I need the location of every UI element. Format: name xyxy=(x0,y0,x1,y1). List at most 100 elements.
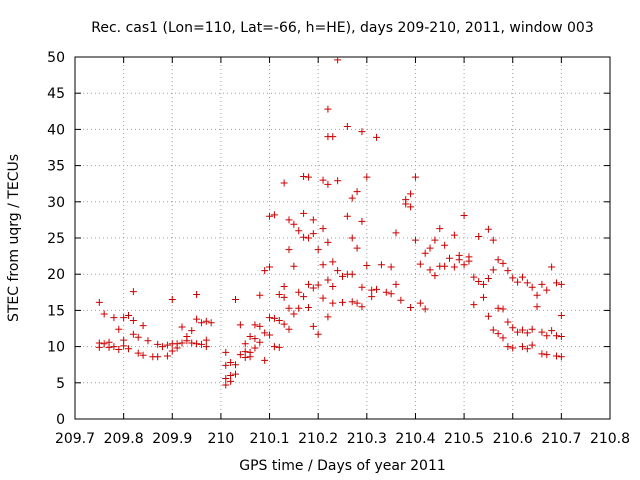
data-point xyxy=(261,329,269,337)
data-point xyxy=(548,327,556,335)
data-point xyxy=(154,353,162,361)
data-point xyxy=(120,314,128,322)
data-point xyxy=(266,212,274,220)
data-point xyxy=(329,283,337,291)
data-point xyxy=(392,280,400,288)
data-point xyxy=(275,317,283,325)
data-point xyxy=(348,234,356,242)
data-point xyxy=(334,56,342,64)
data-point xyxy=(251,321,259,329)
data-point xyxy=(353,244,361,252)
data-point xyxy=(426,266,434,274)
data-point xyxy=(134,349,142,357)
data-point xyxy=(553,352,560,360)
data-point xyxy=(193,290,201,298)
axis-ticks: 209.7 209.8 209.9 210 210.1 210.2 210.3 210.4 21… xyxy=(47,50,630,447)
data-point xyxy=(168,296,176,304)
data-point xyxy=(523,279,531,287)
data-point xyxy=(261,356,269,364)
data-point xyxy=(241,340,249,348)
data-point xyxy=(222,348,230,356)
data-point xyxy=(314,330,322,338)
data-point xyxy=(290,220,298,228)
data-point xyxy=(397,296,405,304)
data-point xyxy=(509,274,517,282)
data-point xyxy=(295,227,303,235)
data-point xyxy=(285,246,293,254)
data-point xyxy=(339,272,346,280)
data-point xyxy=(553,332,560,340)
data-point xyxy=(280,293,288,301)
data-point xyxy=(426,244,434,252)
data-point xyxy=(261,267,269,275)
data-point xyxy=(295,288,303,296)
data-point xyxy=(300,172,308,180)
data-point xyxy=(455,251,463,259)
data-point xyxy=(207,319,215,327)
data-point xyxy=(324,313,332,321)
data-point xyxy=(100,340,108,348)
data-point xyxy=(557,353,565,361)
y-tick-label: 40 xyxy=(47,122,65,138)
data-point xyxy=(441,241,449,249)
data-point xyxy=(353,299,361,307)
data-point xyxy=(251,335,259,343)
data-point xyxy=(139,322,147,330)
data-point xyxy=(227,359,235,367)
data-point xyxy=(509,344,517,352)
y-tick-label: 20 xyxy=(47,267,65,283)
x-tick-label: 210.5 xyxy=(444,431,484,447)
data-point xyxy=(202,317,210,325)
data-point xyxy=(494,330,502,338)
data-point xyxy=(416,260,424,268)
data-point xyxy=(382,288,390,296)
y-axis-label: STEC from uqrg / TECUs xyxy=(6,154,22,322)
data-point xyxy=(95,298,103,306)
data-point xyxy=(363,262,371,270)
data-point xyxy=(421,305,429,313)
data-point xyxy=(256,322,264,330)
data-point xyxy=(504,267,512,275)
data-point xyxy=(358,128,366,136)
y-tick-label: 35 xyxy=(47,159,65,175)
data-point xyxy=(285,325,293,333)
data-point xyxy=(484,225,492,233)
data-point xyxy=(348,270,356,278)
data-point xyxy=(222,374,230,382)
data-point xyxy=(290,262,298,270)
data-point xyxy=(329,133,337,141)
x-axis-label: GPS time / Days of year 2011 xyxy=(239,458,446,474)
data-point xyxy=(324,238,332,246)
data-point xyxy=(222,361,230,369)
data-point xyxy=(144,337,152,345)
data-point xyxy=(202,336,210,344)
data-point xyxy=(319,176,327,184)
data-point xyxy=(183,337,191,345)
data-point xyxy=(173,344,181,352)
x-tick-label: 209.7 xyxy=(55,431,95,447)
data-point xyxy=(373,133,381,141)
data-point xyxy=(280,283,288,291)
data-point xyxy=(329,299,337,307)
data-point xyxy=(193,315,201,323)
data-point xyxy=(489,266,497,274)
data-point xyxy=(110,343,118,351)
data-point xyxy=(407,203,415,211)
data-point xyxy=(343,212,351,220)
data-point xyxy=(475,233,483,241)
data-point xyxy=(246,353,254,361)
data-point xyxy=(533,291,541,299)
data-point xyxy=(227,377,235,385)
data-point xyxy=(256,338,264,346)
data-point xyxy=(416,299,424,307)
data-point xyxy=(431,236,439,244)
data-point xyxy=(518,326,526,334)
data-point xyxy=(334,177,342,185)
y-tick-label: 30 xyxy=(47,195,65,211)
x-tick-label: 209.9 xyxy=(152,431,192,447)
x-tick-label: 210.1 xyxy=(249,431,289,447)
data-point xyxy=(543,351,551,359)
y-tick-label: 0 xyxy=(56,412,65,428)
data-point xyxy=(538,328,546,336)
data-point xyxy=(528,341,536,349)
